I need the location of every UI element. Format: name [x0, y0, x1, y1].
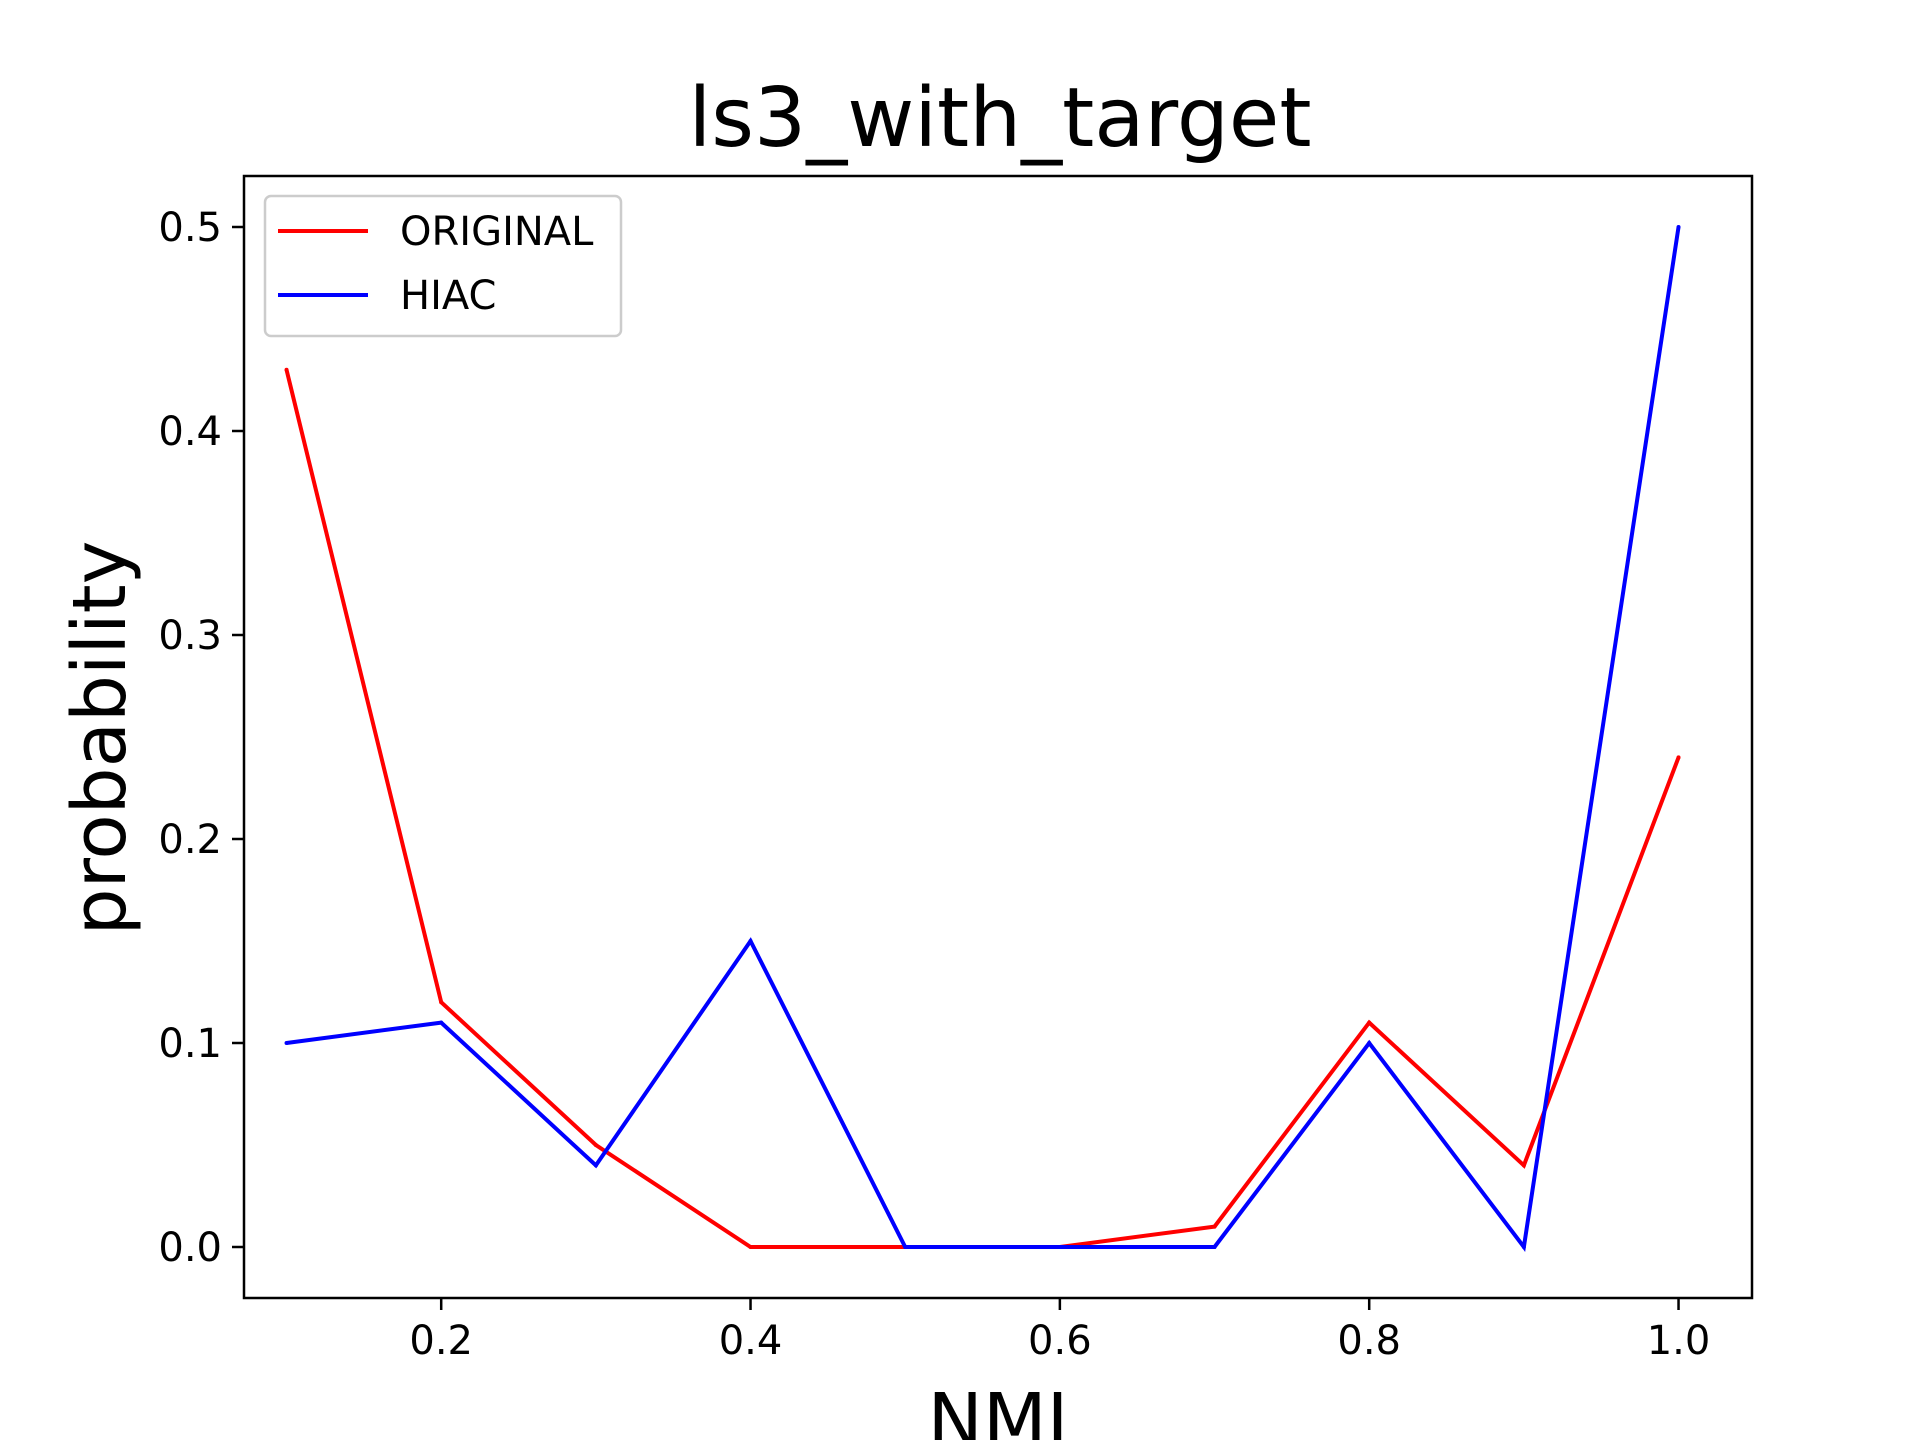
data-point-original — [748, 1245, 753, 1249]
y-tick-label: 0.4 — [158, 409, 222, 455]
series-line-original — [284, 369, 1681, 1249]
plot-frame — [242, 174, 1754, 1300]
data-point-hiac — [1367, 1041, 1372, 1045]
series-layer — [284, 225, 1681, 1252]
data-point-hiac — [284, 1041, 289, 1045]
data-point-hiac — [1212, 1245, 1217, 1249]
x-axis: 0.2 0.4 0.6 0.8 1.0 — [409, 1298, 1710, 1364]
x-tick-label: 0.8 — [1337, 1318, 1401, 1364]
y-axis: 0.0 0.1 0.2 0.3 0.4 0.5 — [158, 205, 244, 1271]
x-tick-label: 0.4 — [719, 1318, 783, 1364]
data-point-original — [1521, 1163, 1526, 1168]
series-line-hiac — [286, 226, 1681, 1252]
y-tick-label: 0.0 — [158, 1225, 222, 1271]
data-point-hiac — [903, 1245, 908, 1249]
data-point-original — [593, 1143, 598, 1147]
x-tick-label: 0.2 — [409, 1318, 473, 1364]
y-tick-label: 0.5 — [158, 205, 222, 251]
y-tick-label: 0.2 — [158, 817, 222, 863]
data-point-original — [1212, 1224, 1217, 1229]
data-point-original — [284, 367, 289, 372]
legend-label-original: ORIGINAL — [400, 209, 594, 255]
data-point-original — [439, 1000, 444, 1005]
y-tick-label: 0.3 — [158, 613, 222, 659]
x-tick-label: 0.6 — [1028, 1318, 1092, 1364]
data-point-hiac — [439, 1020, 444, 1025]
data-point-original — [1367, 1020, 1372, 1025]
legend: ORIGINAL HIAC — [263, 194, 623, 338]
data-point-original — [1676, 755, 1681, 760]
data-point-hiac — [1057, 1245, 1062, 1249]
data-point-hiac — [1521, 1245, 1526, 1249]
y-tick-label: 0.1 — [158, 1021, 222, 1067]
data-point-hiac — [1676, 225, 1681, 229]
legend-label-hiac: HIAC — [400, 273, 496, 319]
x-tick-label: 1.0 — [1647, 1318, 1711, 1364]
data-point-hiac — [748, 939, 753, 943]
y-axis-title: probability — [57, 541, 143, 936]
chart-title: ls3_with_target — [689, 71, 1312, 166]
data-point-hiac — [593, 1163, 598, 1168]
x-axis-title: NMI — [927, 1378, 1068, 1440]
